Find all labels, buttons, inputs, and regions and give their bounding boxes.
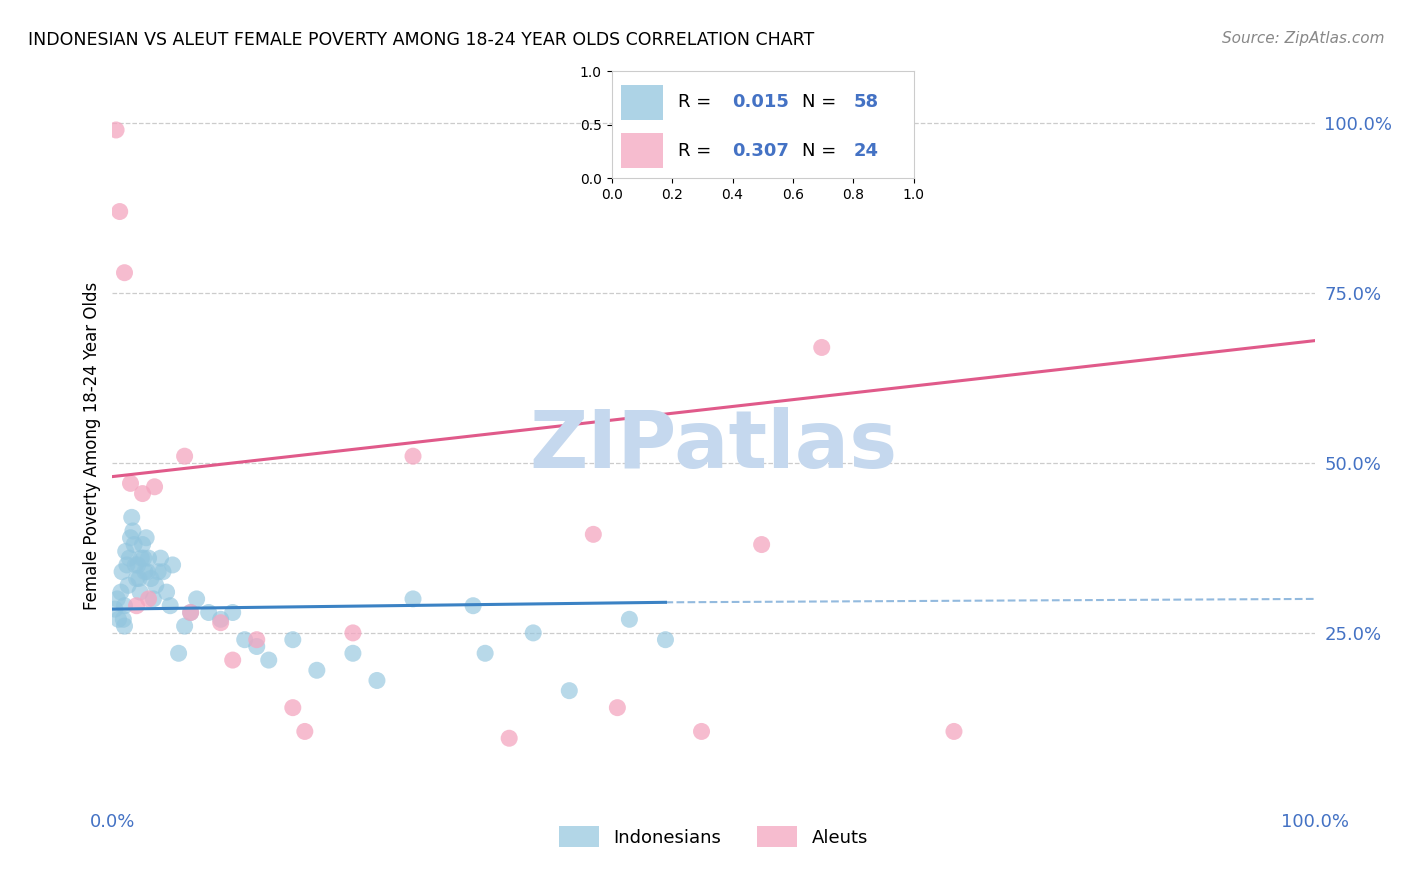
Point [114,619,136,633]
Y-axis label: Female Poverty Among 18-24 Year Olds: Female Poverty Among 18-24 Year Olds [83,282,101,610]
Point [167,646,190,660]
Point [115,558,138,572]
Point [114,266,136,280]
Point [134,565,156,579]
Text: 58: 58 [853,94,879,112]
Point [111,565,134,579]
Point [138,591,160,606]
Point [558,683,581,698]
Point [606,700,628,714]
Point [619,612,641,626]
Point [125,572,148,586]
Point [114,544,136,558]
Point [152,565,174,579]
Point [402,591,425,606]
Bar [620,134,664,168]
Point [120,531,142,545]
Point [105,123,128,137]
Point [139,572,162,586]
Point [461,599,484,613]
Point [402,449,425,463]
Point [118,551,141,566]
Point [209,612,232,626]
Point [810,341,832,355]
Point [690,724,713,739]
Point [127,558,149,572]
Point [246,640,269,654]
Point [128,572,150,586]
Point [129,585,152,599]
Point [222,606,245,620]
Text: R =: R = [678,94,717,112]
Bar [620,86,664,120]
Point [582,527,605,541]
Point [146,565,169,579]
Point [474,646,496,660]
Point [117,578,139,592]
Point [294,724,316,739]
Point [654,632,676,647]
Point [121,510,143,524]
Point [112,612,135,626]
Point [522,626,544,640]
Text: INDONESIAN VS ALEUT FEMALE POVERTY AMONG 18-24 YEAR OLDS CORRELATION CHART: INDONESIAN VS ALEUT FEMALE POVERTY AMONG… [28,31,814,49]
Legend: Indonesians, Aleuts: Indonesians, Aleuts [553,819,875,855]
Point [105,591,128,606]
Text: N =: N = [801,142,842,160]
Point [233,632,256,647]
Point [942,724,965,739]
Point [131,486,153,500]
Point [751,537,773,551]
Point [257,653,280,667]
Point [104,602,127,616]
Point [114,599,136,613]
Point [143,480,166,494]
Point [110,585,132,599]
Text: 0.307: 0.307 [733,142,789,160]
Point [155,585,177,599]
Point [222,653,245,667]
Point [122,524,145,538]
Point [142,591,165,606]
Point [281,700,304,714]
Point [138,551,160,566]
Point [132,551,155,566]
Point [173,449,195,463]
Text: 24: 24 [853,142,879,160]
Point [498,731,520,746]
Point [209,615,232,630]
Point [342,626,364,640]
Point [162,558,184,572]
Point [366,673,388,688]
Point [136,565,159,579]
Text: Source: ZipAtlas.com: Source: ZipAtlas.com [1222,31,1385,46]
Point [135,531,157,545]
Point [108,204,131,219]
Point [342,646,364,660]
Point [173,619,195,633]
Point [246,632,269,647]
Point [180,606,202,620]
Point [186,591,208,606]
Text: ZIPatlas: ZIPatlas [530,407,897,485]
Point [125,599,148,613]
Point [120,476,142,491]
Point [149,551,172,566]
Point [197,606,219,620]
Point [281,632,304,647]
Text: 0.015: 0.015 [733,94,789,112]
Point [131,551,153,566]
Text: R =: R = [678,142,717,160]
Point [159,599,181,613]
Point [124,558,146,572]
Point [145,578,167,592]
Point [122,537,145,551]
Point [107,612,129,626]
Point [180,606,202,620]
Text: N =: N = [801,94,842,112]
Point [131,537,153,551]
Point [305,663,328,677]
